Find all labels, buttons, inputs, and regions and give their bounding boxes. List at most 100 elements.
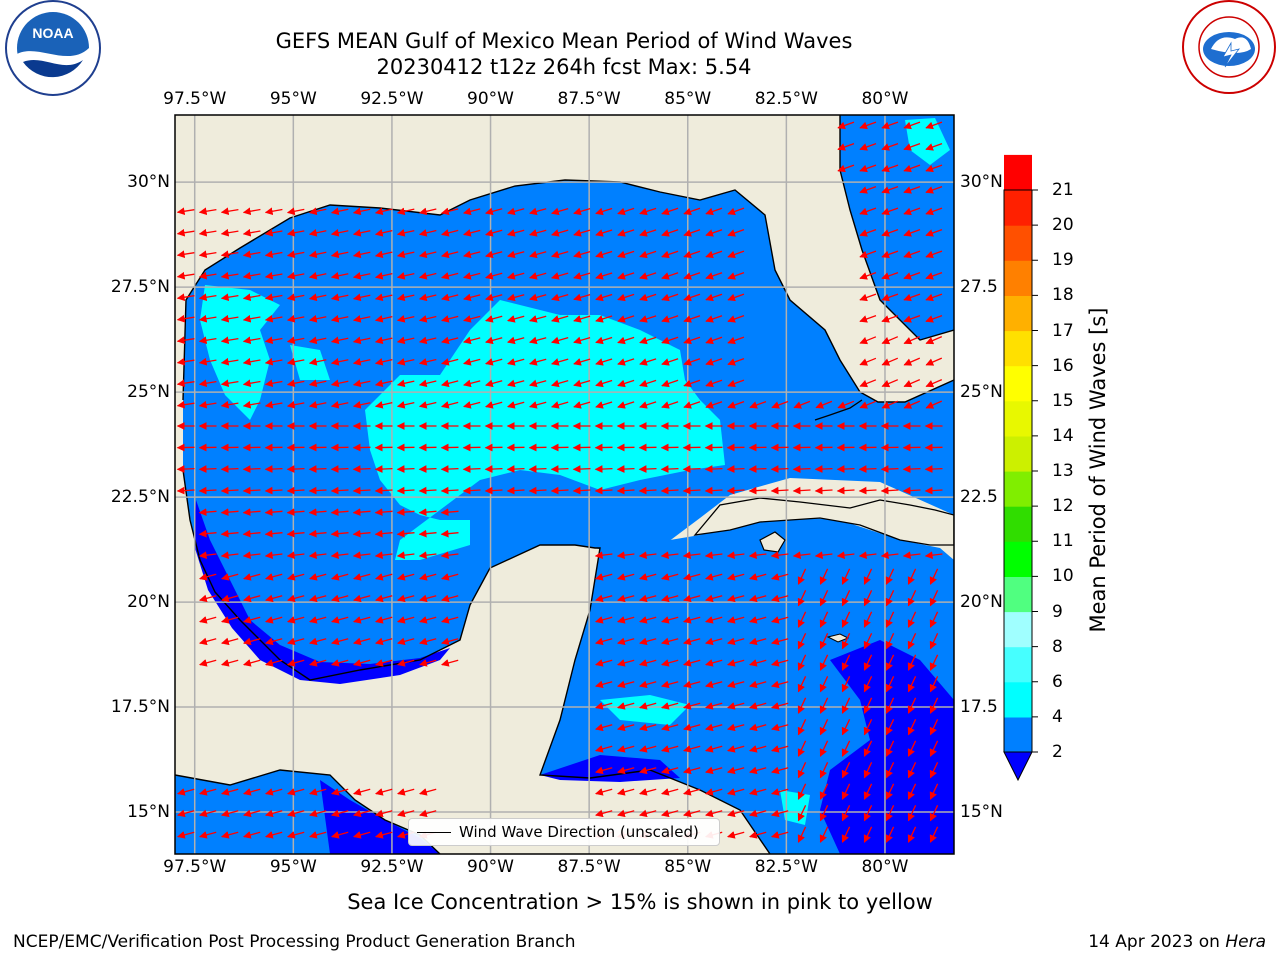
- wind-wave-arrow: [907, 719, 917, 736]
- wind-wave-arrow: [881, 336, 899, 345]
- wind-wave-arrow: [925, 185, 943, 194]
- wind-wave-arrow: [661, 379, 679, 388]
- wind-wave-arrow: [573, 293, 591, 302]
- wind-wave-arrow: [639, 766, 657, 775]
- wind-wave-arrow: [683, 272, 701, 280]
- lon-tick-label-top: 97.5°W: [163, 89, 227, 109]
- wind-wave-arrow: [528, 465, 547, 473]
- wind-wave-arrow: [748, 465, 767, 473]
- wind-wave-arrow: [330, 293, 349, 302]
- wind-wave-arrow: [309, 616, 327, 624]
- wind-wave-arrow: [485, 401, 503, 409]
- wind-wave-arrow: [925, 207, 943, 216]
- lon-tick-label-top: 87.5°W: [557, 89, 621, 109]
- wind-wave-arrow: [595, 745, 613, 753]
- wind-wave-arrow: [198, 336, 217, 345]
- wind-wave-arrow: [330, 271, 349, 280]
- wind-wave-arrow: [374, 465, 393, 473]
- wind-wave-arrow: [705, 659, 723, 667]
- wind-wave-arrow: [441, 594, 459, 603]
- wind-wave-arrow: [595, 358, 613, 366]
- wind-wave-arrow: [595, 379, 613, 388]
- wind-wave-arrow: [837, 164, 855, 173]
- wind-wave-arrow: [924, 465, 943, 473]
- wind-wave-arrow: [837, 400, 855, 409]
- colorbar-tick-label: 16: [1052, 355, 1074, 376]
- wind-wave-arrow: [841, 783, 851, 800]
- wind-wave-arrow: [638, 486, 657, 495]
- wind-wave-arrow: [462, 486, 481, 495]
- lat-tick-label-left: 22.5°N: [110, 487, 170, 508]
- footer-machine: Hera: [1225, 932, 1266, 952]
- wind-wave-arrow: [573, 401, 591, 409]
- wind-wave-arrow: [881, 185, 899, 194]
- wind-wave-arrow: [617, 207, 635, 216]
- wind-wave-arrow: [907, 826, 917, 843]
- wind-wave-arrow: [902, 486, 921, 495]
- wind-wave-arrow: [639, 637, 657, 646]
- wind-wave-arrow: [863, 783, 873, 800]
- wind-wave-arrow: [880, 486, 899, 495]
- wind-wave-arrow: [837, 142, 855, 151]
- wind-wave-arrow: [925, 228, 943, 237]
- wind-wave-arrow: [907, 633, 917, 650]
- wind-wave-arrow: [529, 293, 547, 302]
- map-legend: Wind Wave Direction (unscaled): [408, 818, 720, 846]
- wind-wave-arrow: [440, 551, 459, 560]
- wind-wave-arrow: [617, 702, 635, 710]
- wind-wave-arrow: [727, 745, 745, 753]
- wind-wave-arrow: [485, 293, 503, 302]
- wind-wave-arrow: [198, 271, 217, 280]
- wind-wave-arrow: [374, 315, 393, 323]
- wind-wave-arrow: [198, 293, 217, 302]
- colorbar-segment: [1004, 611, 1032, 648]
- wind-wave-arrow: [639, 659, 657, 667]
- wind-wave-arrow: [242, 336, 261, 345]
- wind-wave-arrow: [330, 336, 349, 345]
- wind-wave-arrow: [617, 723, 635, 732]
- wind-wave-arrow: [639, 250, 657, 259]
- wind-wave-arrow: [748, 486, 767, 495]
- wind-wave-arrow: [749, 659, 767, 667]
- wind-wave-arrow: [858, 486, 877, 495]
- wind-wave-arrow: [727, 616, 745, 624]
- wind-wave-arrow: [507, 315, 525, 323]
- wind-wave-arrow: [705, 293, 723, 302]
- wind-wave-arrow: [705, 702, 723, 710]
- wind-wave-arrow: [903, 185, 921, 194]
- wind-wave-arrow: [727, 336, 745, 345]
- wind-wave-arrow: [352, 379, 371, 388]
- wind-wave-arrow: [308, 508, 327, 517]
- lat-tick-label-left: 15°N: [127, 802, 170, 822]
- wind-wave-arrow: [331, 594, 349, 603]
- lon-tick-label-bottom: 85°W: [664, 857, 712, 877]
- wind-wave-arrow: [573, 207, 591, 216]
- wind-wave-arrow: [727, 400, 745, 409]
- wind-wave-arrow: [881, 228, 899, 237]
- lat-tick-label-left: 25°N: [127, 382, 170, 403]
- colorbar-segment: [1004, 681, 1032, 718]
- wind-wave-arrow: [885, 740, 895, 757]
- wind-wave-arrow: [463, 272, 481, 280]
- wind-wave-arrow: [595, 250, 613, 259]
- wind-wave-arrow: [353, 637, 371, 646]
- wind-wave-arrow: [352, 336, 371, 345]
- wind-wave-arrow: [176, 228, 195, 237]
- lat-tick-label-right: 30°N: [960, 172, 1003, 193]
- wind-wave-arrow: [841, 697, 851, 714]
- wind-wave-arrow: [396, 229, 415, 237]
- wind-wave-arrow: [287, 594, 305, 603]
- wind-wave-arrow: [264, 379, 283, 388]
- wind-wave-arrow: [617, 594, 635, 603]
- wind-wave-arrow: [440, 486, 459, 495]
- wind-wave-arrow: [375, 573, 393, 581]
- wind-wave-arrow: [242, 551, 261, 560]
- wind-wave-arrow: [550, 465, 569, 473]
- wind-wave-arrow: [841, 740, 851, 757]
- wind-wave-arrow: [441, 379, 459, 388]
- wind-wave-arrow: [418, 250, 437, 259]
- wind-wave-arrow: [441, 229, 459, 237]
- wind-wave-arrow: [441, 573, 459, 581]
- wind-wave-arrow: [374, 272, 393, 280]
- wind-wave-arrow: [220, 336, 239, 345]
